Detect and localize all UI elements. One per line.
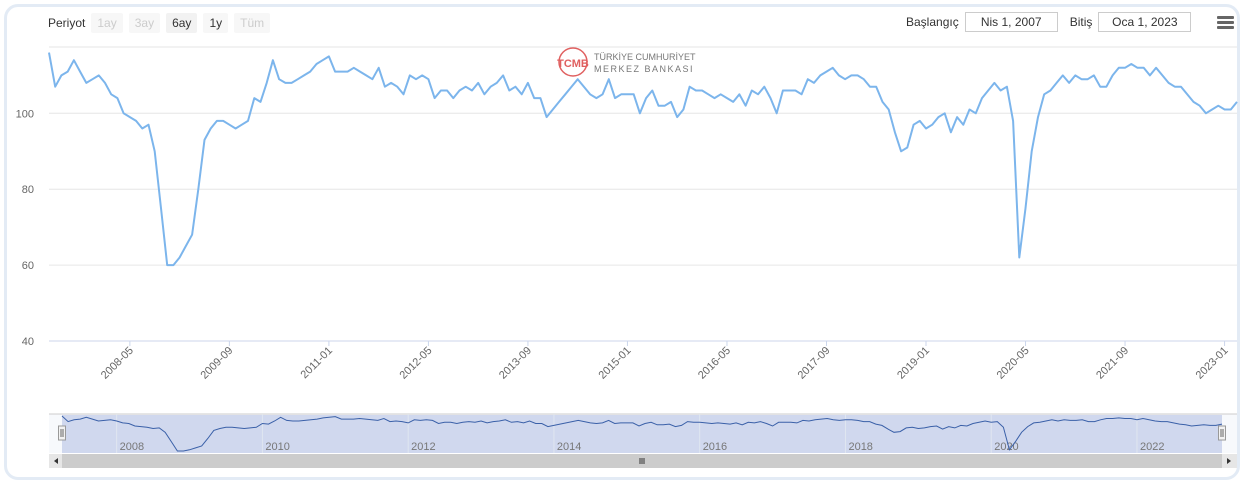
x-tick-label: 2009-09 <box>198 345 235 382</box>
logo-circle <box>558 47 588 77</box>
navigator-year-label: 2020 <box>994 441 1018 453</box>
navigator-handle-right[interactable] <box>1218 425 1226 441</box>
range-button-3m[interactable]: 3ay <box>128 13 161 33</box>
navigator[interactable]: 2008 2010 2012 2014 2016 2018 2020 2022 <box>49 413 1237 453</box>
x-tick-label: 2011-01 <box>299 345 335 381</box>
end-date-label: Bitiş <box>1069 15 1093 29</box>
navigator-year-label: 2012 <box>411 441 435 453</box>
start-date-label: Başlangıç <box>906 15 959 29</box>
end-date-input[interactable]: Oca 1, 2023 <box>1098 12 1192 32</box>
navigator-year-label: 2008 <box>120 441 144 453</box>
navigator-year-label: 2016 <box>703 441 727 453</box>
y-tick-label: 100 <box>16 108 34 120</box>
arrow-right-icon <box>1227 458 1231 464</box>
x-tick-label: 2012-05 <box>398 345 435 382</box>
arrow-left-icon <box>54 458 58 464</box>
period-label: Periyot <box>48 16 86 30</box>
range-button-1y[interactable]: 1y <box>203 13 229 33</box>
x-tick-label: 2013-09 <box>497 345 534 382</box>
x-tick-label: 2016-05 <box>696 345 733 382</box>
range-button-6m[interactable]: 6ay <box>166 13 198 33</box>
navigator-series-line <box>61 415 1223 452</box>
x-tick-label: 2023-01 <box>1194 345 1231 382</box>
watermark-logo: TCMB TÜRKİYE CUMHURİYET MERKEZ BANKASI <box>557 47 696 77</box>
date-range-inputs: Başlangıç Nis 1, 2007 Bitiş Oca 1, 2023 <box>906 12 1203 32</box>
handle-right-box[interactable] <box>1218 425 1226 441</box>
navigator-year-label: 2014 <box>557 441 581 453</box>
navigator-year-label: 2010 <box>265 441 289 453</box>
x-tick-label: 2008-05 <box>99 345 136 382</box>
x-tick-label: 2021-09 <box>1094 345 1131 382</box>
x-axis: 2008-05 2009-09 2011-01 2012-05 2013-09 2015-… <box>99 341 1231 382</box>
navigator-labels: 2008 2010 2012 2014 2016 2018 2020 2022 <box>116 414 1164 453</box>
range-button-1m[interactable]: 1ay <box>91 13 123 33</box>
grid-lines <box>49 46 1237 342</box>
handle-left-box[interactable] <box>58 425 66 441</box>
y-tick-label: 40 <box>22 336 34 348</box>
watermark-line1: TÜRKİYE CUMHURİYET <box>594 52 696 62</box>
x-tick-label: 2017-09 <box>796 345 833 382</box>
watermark-line2: MERKEZ BANKASI <box>594 64 694 74</box>
series-line <box>48 52 1238 267</box>
navigator-year-label: 2018 <box>848 441 872 453</box>
x-tick-label: 2019-01 <box>895 345 932 382</box>
y-tick-label: 80 <box>22 184 34 196</box>
navigator-handle-left[interactable] <box>58 425 66 441</box>
navigator-mask <box>62 415 1222 453</box>
navigator-year-label: 2022 <box>1140 441 1164 453</box>
range-button-all[interactable]: Tüm <box>234 13 271 33</box>
y-tick-label: 60 <box>22 260 34 272</box>
x-tick-label: 2020-05 <box>995 345 1032 382</box>
scrollbar[interactable] <box>49 454 1237 468</box>
scrollbar-grip-icon <box>639 458 645 464</box>
y-axis: 40 60 80 100 <box>16 108 34 348</box>
x-tick-label: 2015-01 <box>597 345 634 382</box>
logo-letters: TCMB <box>557 58 589 70</box>
menu-icon[interactable] <box>1217 16 1234 30</box>
range-selector: Periyot 1ay 3ay 6ay 1y Tüm <box>48 12 276 34</box>
chart-container <box>4 4 1240 480</box>
start-date-input[interactable]: Nis 1, 2007 <box>964 12 1058 32</box>
